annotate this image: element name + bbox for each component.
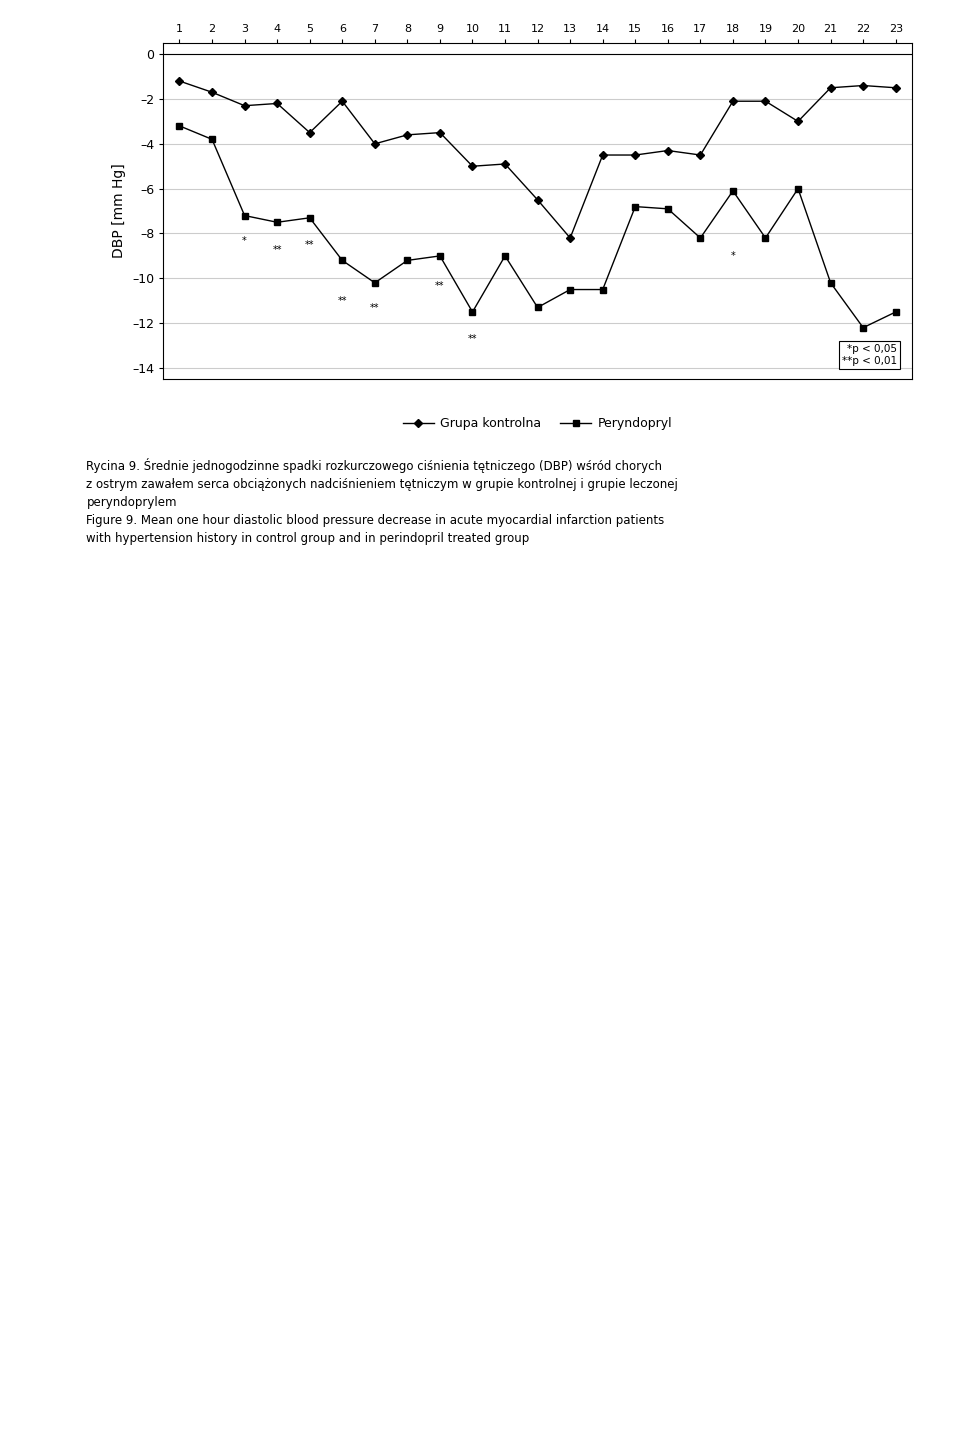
- Grupa kontrolna: [695, 146, 707, 163]
- Peryndopryl: [401, 252, 413, 269]
- Peryndopryl: [434, 248, 445, 265]
- Peryndopryl: [857, 319, 869, 336]
- Grupa kontrolna: [825, 79, 836, 96]
- Peryndopryl: [272, 213, 283, 230]
- Text: *: *: [731, 252, 735, 262]
- Peryndopryl: [564, 280, 576, 298]
- Peryndopryl: [890, 303, 901, 321]
- Grupa kontrolna: [401, 126, 413, 143]
- Text: **: **: [305, 240, 315, 250]
- Grupa kontrolna: [337, 93, 348, 110]
- Grupa kontrolna: [434, 124, 445, 142]
- Line: Peryndopryl: Peryndopryl: [177, 123, 899, 331]
- Peryndopryl: [759, 229, 771, 246]
- Peryndopryl: [662, 200, 674, 218]
- Text: **: **: [370, 303, 379, 313]
- Grupa kontrolna: [662, 142, 674, 159]
- Grupa kontrolna: [369, 136, 380, 153]
- Text: *: *: [242, 236, 247, 246]
- Grupa kontrolna: [467, 157, 478, 175]
- Peryndopryl: [239, 207, 251, 225]
- Peryndopryl: [532, 299, 543, 316]
- Peryndopryl: [467, 303, 478, 321]
- Grupa kontrolna: [792, 113, 804, 130]
- Grupa kontrolna: [532, 192, 543, 209]
- Y-axis label: DBP [mm Hg]: DBP [mm Hg]: [112, 163, 127, 259]
- Peryndopryl: [304, 209, 316, 226]
- Grupa kontrolna: [499, 156, 511, 173]
- Grupa kontrolna: [174, 73, 185, 90]
- Grupa kontrolna: [597, 146, 609, 163]
- Text: **: **: [468, 335, 477, 345]
- Peryndopryl: [792, 180, 804, 197]
- Peryndopryl: [206, 130, 218, 147]
- Grupa kontrolna: [564, 229, 576, 246]
- Peryndopryl: [630, 197, 641, 215]
- Text: **: **: [858, 348, 868, 358]
- Legend: Grupa kontrolna, Peryndopryl: Grupa kontrolna, Peryndopryl: [397, 412, 678, 435]
- Text: **: **: [338, 296, 347, 306]
- Peryndopryl: [337, 252, 348, 269]
- Peryndopryl: [727, 182, 738, 199]
- Grupa kontrolna: [304, 124, 316, 142]
- Text: **: **: [435, 280, 444, 290]
- Grupa kontrolna: [239, 97, 251, 114]
- Peryndopryl: [695, 229, 707, 246]
- Grupa kontrolna: [206, 83, 218, 100]
- Peryndopryl: [174, 117, 185, 135]
- Peryndopryl: [597, 280, 609, 298]
- Grupa kontrolna: [890, 79, 901, 96]
- Grupa kontrolna: [272, 94, 283, 112]
- Text: **: **: [273, 245, 282, 255]
- Text: Rycina 9. Średnie jednogodzinne spadki rozkurczowego ciśnienia tętniczego (DBP) : Rycina 9. Średnie jednogodzinne spadki r…: [86, 458, 679, 545]
- Grupa kontrolna: [727, 93, 738, 110]
- Text: *p < 0,05
**p < 0,01: *p < 0,05 **p < 0,01: [842, 345, 897, 366]
- Grupa kontrolna: [759, 93, 771, 110]
- Peryndopryl: [499, 248, 511, 265]
- Line: Grupa kontrolna: Grupa kontrolna: [177, 77, 899, 240]
- Grupa kontrolna: [630, 146, 641, 163]
- Peryndopryl: [369, 275, 380, 292]
- Peryndopryl: [825, 275, 836, 292]
- Grupa kontrolna: [857, 77, 869, 94]
